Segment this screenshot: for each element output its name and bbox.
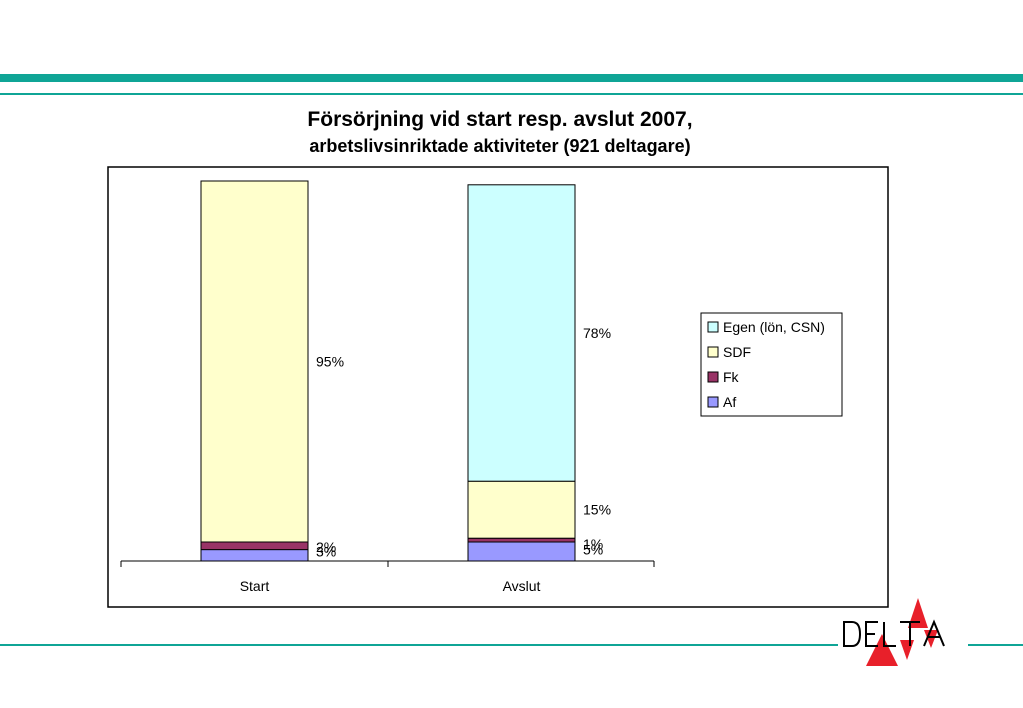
- bar-segment: [200, 541, 309, 551]
- legend-swatch: [707, 371, 719, 383]
- data-label: 5%: [583, 542, 603, 558]
- chart-title: Försörjning vid start resp. avslut 2007,: [307, 108, 693, 131]
- chart-subtitle: arbetslivsinriktade aktiviteter (921 del…: [309, 136, 691, 156]
- legend-box: [700, 312, 843, 417]
- header-band-thin: [0, 93, 1023, 95]
- data-label: 15%: [583, 502, 611, 518]
- legend-swatch: [707, 321, 719, 333]
- bar-segment: [200, 549, 309, 562]
- legend-label: SDF: [723, 344, 751, 360]
- data-label: 95%: [316, 354, 344, 370]
- bar-segment: [200, 180, 309, 543]
- footer-line-right: [968, 644, 1023, 646]
- data-labels: 3%2% 95% 5%1% 15% 78%: [316, 325, 611, 559]
- data-label: 3%: [316, 543, 336, 559]
- data-label: 1%: [583, 536, 603, 552]
- bar-segment: [467, 537, 576, 543]
- bar-segment: [467, 480, 576, 539]
- bar-segment: [467, 184, 576, 482]
- legend-label: Fk: [723, 369, 740, 385]
- legend-swatch: [707, 396, 719, 408]
- footer-line-left: [0, 644, 838, 646]
- header-band-thick: [0, 74, 1023, 82]
- data-label: 78%: [583, 325, 611, 341]
- legend: Egen (lön, CSN) SDF Fk Af: [700, 312, 843, 417]
- legend-label: Egen (lön, CSN): [723, 319, 825, 335]
- x-tick-label: Avslut: [503, 578, 541, 594]
- legend-label: Af: [723, 394, 736, 410]
- x-tick-label: Start: [240, 578, 270, 594]
- bars: [200, 180, 576, 562]
- legend-swatch: [707, 346, 719, 358]
- bar-segment: [467, 541, 576, 562]
- data-label: 2%: [316, 539, 336, 555]
- delta-logo: [843, 598, 945, 666]
